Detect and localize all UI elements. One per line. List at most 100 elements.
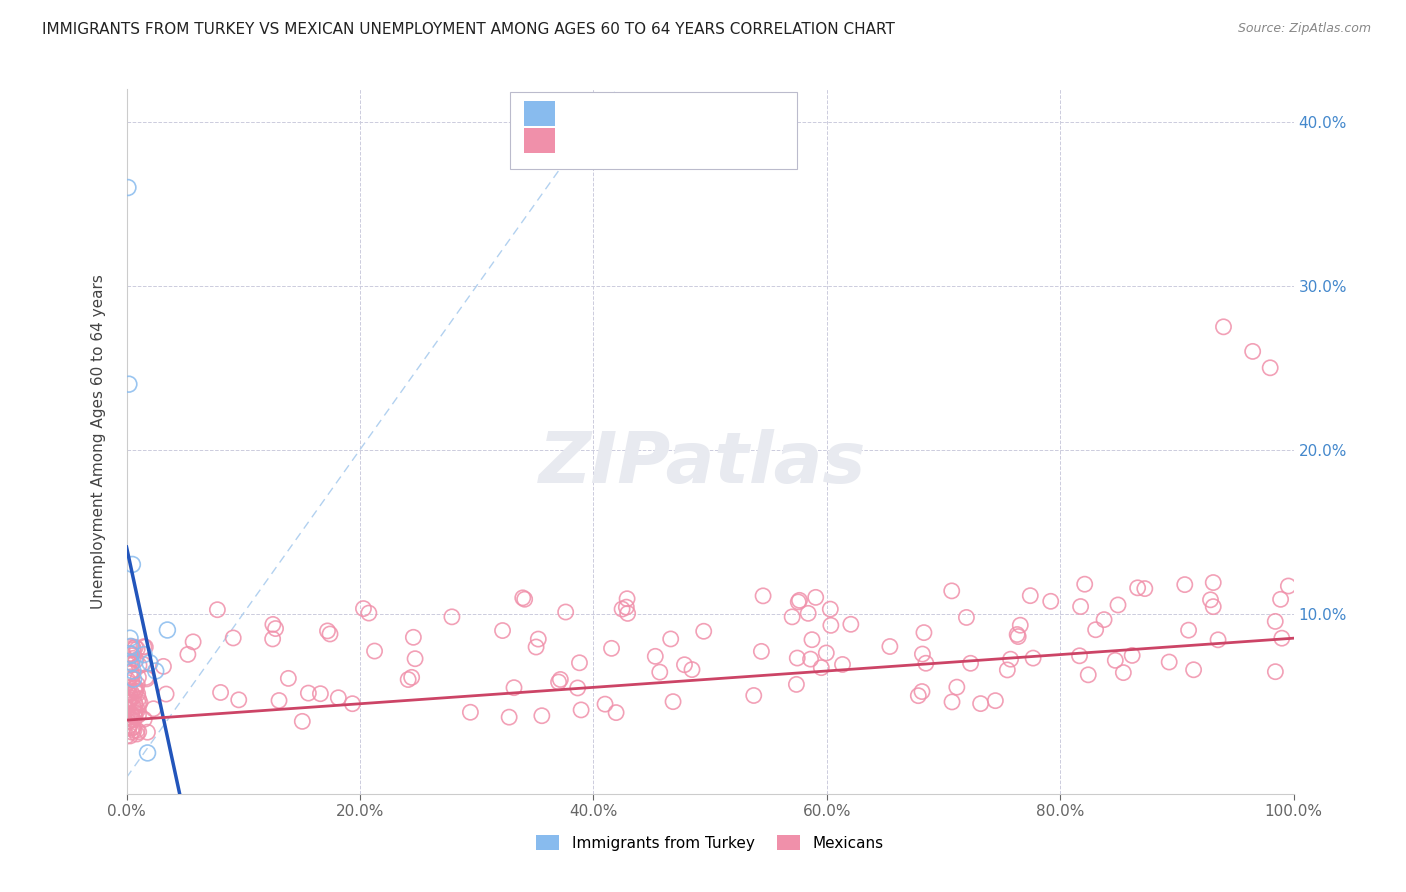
Point: [125, 684, 148, 698]
Point: [120, 665, 142, 679]
Point: [136, 746, 159, 760]
Point: [342, 697, 364, 711]
Point: [1177, 623, 1199, 637]
Point: [1010, 618, 1032, 632]
Point: [134, 712, 156, 726]
Point: [491, 624, 513, 638]
Point: [804, 591, 827, 605]
Point: [124, 708, 146, 723]
Point: [353, 601, 375, 615]
Text: R =: R =: [564, 110, 600, 128]
Point: [839, 617, 862, 632]
Point: [121, 656, 143, 670]
Point: [460, 706, 482, 720]
Point: [1005, 627, 1028, 641]
Point: [124, 697, 146, 711]
Point: [616, 591, 638, 606]
Point: [120, 640, 142, 654]
Point: [120, 648, 142, 662]
Point: [122, 723, 145, 738]
Text: 0.138: 0.138: [595, 110, 647, 128]
Point: [1019, 589, 1042, 603]
Point: [118, 696, 141, 710]
Point: [1212, 319, 1234, 334]
Point: [125, 653, 148, 667]
Point: [404, 651, 426, 665]
Point: [124, 710, 146, 724]
Point: [752, 589, 775, 603]
Point: [129, 696, 152, 710]
Point: [1264, 665, 1286, 679]
Point: [681, 663, 703, 677]
Point: [742, 689, 765, 703]
Point: [1258, 360, 1281, 375]
Point: [122, 690, 145, 704]
Point: [124, 698, 146, 713]
Point: [122, 681, 145, 696]
Point: [117, 702, 139, 716]
Point: [780, 610, 803, 624]
Point: [1126, 581, 1149, 595]
Point: [121, 686, 143, 700]
Point: [1092, 613, 1115, 627]
Point: [554, 605, 576, 619]
Point: [128, 724, 150, 739]
Point: [122, 651, 145, 665]
Point: [810, 660, 832, 674]
Point: [1133, 582, 1156, 596]
Point: [122, 640, 145, 655]
Point: [1182, 663, 1205, 677]
Point: [941, 695, 963, 709]
Point: [117, 686, 139, 700]
Point: [121, 558, 143, 572]
Point: [291, 714, 314, 729]
Point: [121, 720, 143, 734]
Point: [122, 664, 145, 678]
Point: [568, 656, 591, 670]
Point: [503, 681, 526, 695]
Point: [117, 692, 139, 706]
Point: [127, 677, 149, 691]
Point: [402, 630, 425, 644]
Point: [319, 627, 342, 641]
Point: [122, 672, 145, 686]
Point: [797, 607, 820, 621]
Point: [125, 684, 148, 698]
Point: [122, 642, 145, 657]
Point: [139, 656, 162, 670]
Point: [659, 632, 682, 646]
Point: [1264, 615, 1286, 629]
Point: [125, 723, 148, 738]
Point: [118, 688, 141, 702]
Point: [1104, 653, 1126, 667]
Point: [128, 658, 150, 673]
Text: 14: 14: [679, 110, 702, 128]
Point: [177, 648, 200, 662]
Point: [297, 686, 319, 700]
Text: ZIPatlas: ZIPatlas: [540, 429, 866, 499]
Point: [610, 602, 633, 616]
Text: IMMIGRANTS FROM TURKEY VS MEXICAN UNEMPLOYMENT AMONG AGES 60 TO 64 YEARS CORRELA: IMMIGRANTS FROM TURKEY VS MEXICAN UNEMPL…: [42, 22, 896, 37]
Point: [815, 646, 838, 660]
Point: [128, 691, 150, 706]
Point: [1000, 652, 1022, 666]
Point: [262, 632, 284, 646]
Point: [569, 703, 592, 717]
Point: [135, 670, 157, 684]
Point: [912, 625, 935, 640]
Point: [128, 697, 150, 711]
Point: [1202, 599, 1225, 614]
Point: [118, 710, 141, 724]
Point: [222, 631, 245, 645]
Point: [267, 693, 290, 707]
Point: [156, 623, 179, 637]
Point: [120, 691, 142, 706]
Point: [801, 632, 824, 647]
Point: [117, 714, 139, 729]
Point: [530, 708, 553, 723]
Point: [648, 665, 671, 679]
Point: [121, 707, 143, 722]
Point: [120, 666, 142, 681]
Point: [118, 681, 141, 695]
Point: [1084, 623, 1107, 637]
